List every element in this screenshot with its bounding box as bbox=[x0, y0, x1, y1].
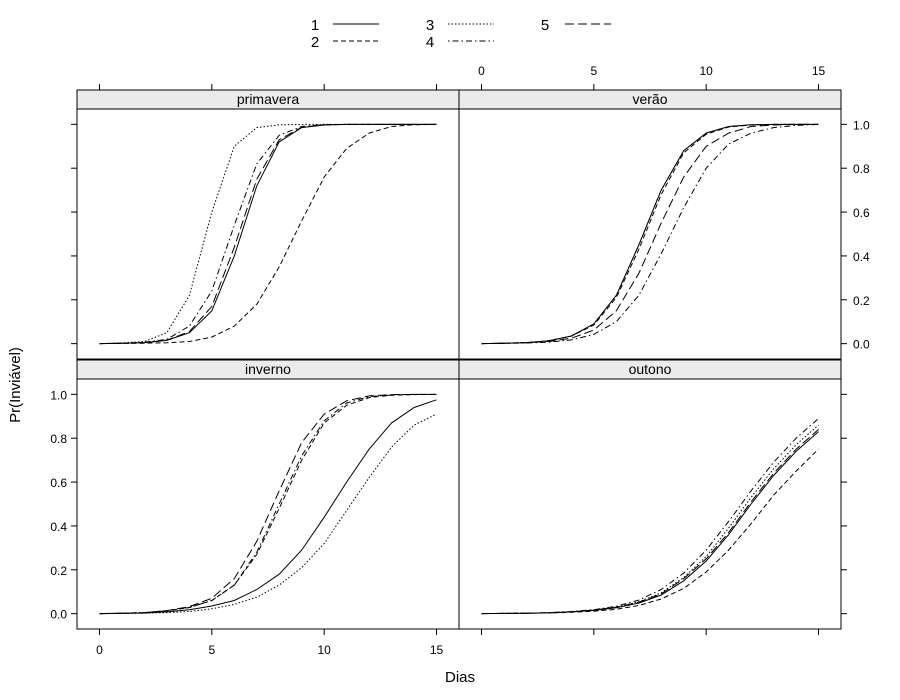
series-4-line bbox=[99, 393, 437, 615]
legend-item-5: 5 bbox=[541, 17, 611, 34]
panel-primavera: primavera bbox=[76, 89, 460, 360]
legend-item-2: 2 bbox=[311, 34, 379, 51]
legend-label: 1 bbox=[311, 17, 319, 34]
series-1-line bbox=[481, 431, 819, 615]
y-tick-label: 0.6 bbox=[50, 476, 67, 490]
panel-verão: verão bbox=[458, 89, 842, 360]
x-tick-label: 0 bbox=[96, 643, 103, 657]
y-axis-label: Pr(Inviável) bbox=[7, 347, 24, 423]
panel-border bbox=[76, 108, 460, 360]
series-1-line bbox=[99, 399, 437, 615]
chart-axes: 0.0 0.2 0.4 0.6 0.8 1.0 0.0 0.2 0.4 0.6 0.8 1.0 0 5 10… bbox=[50, 64, 870, 657]
legend-label: 2 bbox=[311, 34, 319, 51]
legend-item-4: 4 bbox=[426, 34, 494, 51]
x-tick-label: 5 bbox=[208, 643, 215, 657]
series-5-line bbox=[481, 123, 819, 345]
x-tick-label: 10 bbox=[317, 643, 331, 657]
legend-label: 5 bbox=[541, 17, 549, 34]
panel-inverno: inverno bbox=[76, 359, 460, 630]
panel-border bbox=[458, 378, 842, 630]
legend-label: 4 bbox=[426, 34, 434, 51]
strip-label: outono bbox=[629, 361, 672, 377]
y-tick-label: 0.2 bbox=[853, 294, 870, 308]
series-2-line bbox=[99, 393, 437, 615]
x-axis-label: Dias bbox=[445, 669, 475, 686]
series-3-line bbox=[481, 123, 819, 345]
series-3-line bbox=[99, 123, 437, 345]
series-1-line bbox=[481, 123, 819, 345]
series-4-line bbox=[99, 123, 437, 345]
y-tick-label: 1.0 bbox=[853, 118, 870, 132]
series-5-line bbox=[99, 393, 437, 615]
x-tick-label: 10 bbox=[699, 64, 713, 78]
y-tick-label: 0.2 bbox=[50, 564, 67, 578]
series-3-line bbox=[99, 413, 437, 615]
series-2-line bbox=[481, 123, 819, 345]
legend-item-3: 3 bbox=[426, 17, 494, 34]
x-tick-label: 5 bbox=[590, 64, 597, 78]
series-5-line bbox=[481, 429, 819, 615]
y-tick-label: 0.4 bbox=[50, 520, 67, 534]
y-tick-label: 0.8 bbox=[50, 432, 67, 446]
y-tick-label: 0.8 bbox=[853, 162, 870, 176]
series-4-line bbox=[481, 418, 819, 615]
y-tick-label: 1.0 bbox=[50, 388, 67, 402]
strip-label: inverno bbox=[245, 361, 291, 377]
x-tick-label: 15 bbox=[812, 64, 826, 78]
legend-item-1: 1 bbox=[311, 17, 379, 34]
chart-panels: primavera verão inverno outono bbox=[76, 89, 842, 630]
x-tick-label: 0 bbox=[478, 64, 485, 78]
series-1-line bbox=[99, 123, 437, 345]
strip-label: verão bbox=[632, 91, 667, 107]
y-tick-label: 0.6 bbox=[853, 206, 870, 220]
y-tick-label: 0.4 bbox=[853, 250, 870, 264]
series-5-line bbox=[99, 123, 437, 345]
x-tick-label: 15 bbox=[430, 643, 444, 657]
series-3-line bbox=[481, 424, 819, 615]
y-tick-label: 0.0 bbox=[853, 338, 870, 352]
strip-label: primavera bbox=[237, 91, 299, 107]
series-4-line bbox=[481, 123, 819, 345]
legend-label: 3 bbox=[426, 17, 434, 34]
series-2-line bbox=[99, 123, 437, 345]
legend: 12 34 5 bbox=[311, 17, 611, 51]
panel-border bbox=[458, 108, 842, 360]
y-tick-label: 0.0 bbox=[50, 608, 67, 622]
panel-outono: outono bbox=[458, 359, 842, 630]
series-2-line bbox=[481, 448, 819, 615]
